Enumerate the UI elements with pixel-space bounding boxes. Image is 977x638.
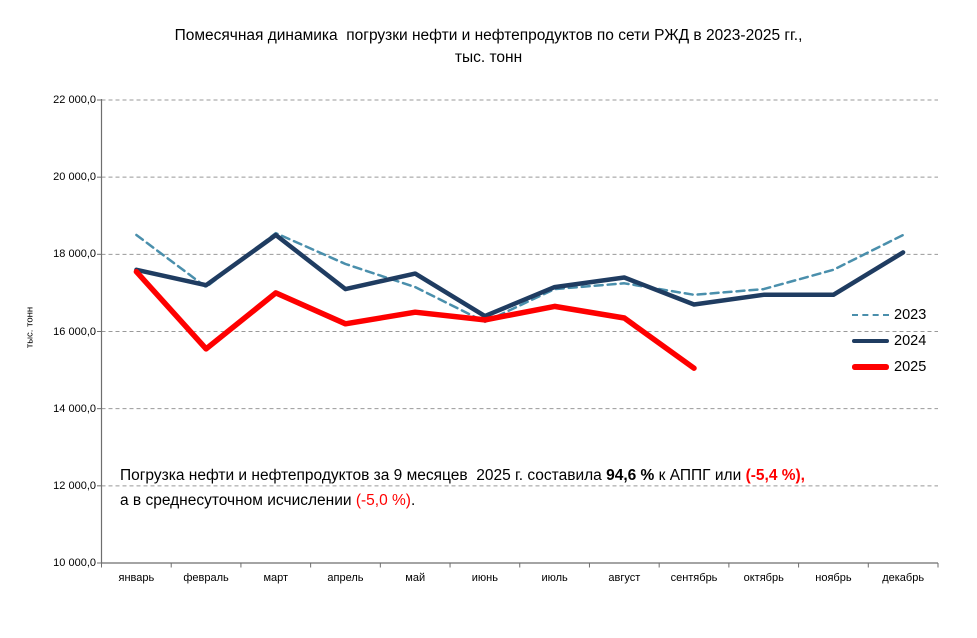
y-axis-label: 10 000,0 bbox=[53, 557, 96, 569]
x-axis-label-10: октябрь bbox=[743, 572, 784, 584]
annotation-part2: к АППГ или bbox=[654, 467, 746, 484]
y-axis-label: 14 000,0 bbox=[53, 402, 96, 415]
x-axis-label-3: март bbox=[263, 572, 289, 584]
legend-line-sample-2024 bbox=[852, 338, 889, 344]
x-axis-label-6: июнь bbox=[471, 572, 498, 584]
series-lines bbox=[133, 231, 906, 371]
y-axis-label: 12 000,0 bbox=[53, 479, 96, 492]
legend-item-2023: 2023 bbox=[852, 302, 972, 328]
series-line-2023 bbox=[135, 231, 905, 324]
series-line-2025 bbox=[133, 268, 697, 371]
annotation-percent: 94,6 % bbox=[606, 467, 655, 484]
annotation-line1: Погрузка нефти и нефтепродуктов за 9 мес… bbox=[120, 463, 968, 488]
y-axis-label: 22 000,0 bbox=[53, 94, 96, 106]
annotation-part4: . bbox=[410, 492, 416, 509]
x-axis-label-4: апрель bbox=[327, 572, 364, 584]
legend-label-2024: 2024 bbox=[894, 333, 927, 349]
x-axis-label-9: сентябрь bbox=[670, 572, 718, 584]
annotation-line2: а в среднесуточном исчислении (-5,0 %). bbox=[120, 488, 968, 513]
y-axis-label: 20 000,0 bbox=[53, 171, 96, 184]
chart-title-line2: тыс. тонн bbox=[454, 49, 523, 66]
y-axis-label: 16 000,0 bbox=[53, 325, 96, 338]
y-axis-label: 18 000,0 bbox=[53, 248, 96, 261]
legend-line-sample-2025 bbox=[852, 364, 889, 370]
legend-label-2023: 2023 bbox=[894, 307, 927, 323]
x-axis-label-7: июль bbox=[541, 572, 568, 584]
annotation-delta-appg: (-5,4 %), bbox=[745, 467, 805, 484]
x-axis-label-8: август bbox=[608, 572, 641, 584]
x-axis-label-12: декабрь bbox=[882, 572, 925, 584]
annotation-part1: Погрузка нефти и нефтепродуктов за 9 мес… bbox=[120, 467, 607, 484]
legend-line-sample-2023 bbox=[852, 314, 889, 316]
x-axis-label-1: январь bbox=[118, 572, 155, 584]
annotation-delta-daily: (-5,0 %) bbox=[355, 492, 411, 509]
legend-item-2024: 2024 bbox=[852, 328, 972, 354]
annotation-part3: а в среднесуточном исчислении bbox=[120, 492, 356, 509]
legend-label-2025: 2025 bbox=[894, 359, 927, 375]
legend-item-2025: 2025 bbox=[852, 354, 972, 380]
axes bbox=[97, 99, 939, 568]
series-line-2024 bbox=[134, 232, 906, 319]
x-axis-label-11: ноябрь bbox=[815, 572, 852, 584]
legend: 2023 2024 2025 bbox=[852, 302, 972, 380]
annotation-text: Погрузка нефти и нефтепродуктов за 9 мес… bbox=[120, 463, 968, 513]
chart-title-line1: Помесячная динамика погрузки нефти и неф… bbox=[174, 27, 803, 44]
x-axis-label-5: май bbox=[405, 572, 426, 584]
chart-title: Помесячная динамика погрузки нефти и неф… bbox=[0, 25, 977, 69]
x-axis-label-2: февраль bbox=[183, 572, 229, 584]
